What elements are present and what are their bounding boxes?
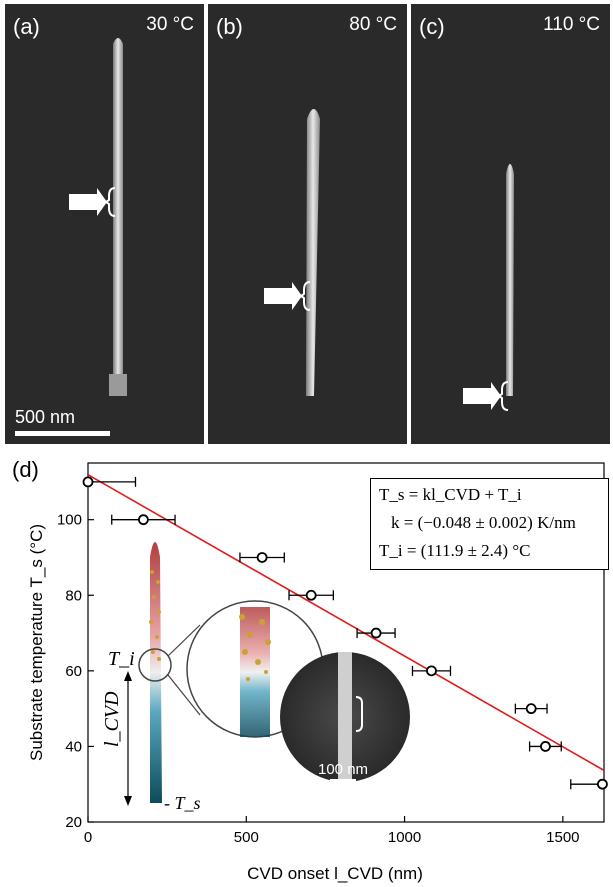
bracket-icon — [104, 187, 116, 217]
sem-panel-c: (c) 110 °C — [411, 4, 610, 444]
data-point — [256, 552, 268, 563]
data-point — [370, 627, 382, 639]
bracket-icon — [497, 381, 509, 411]
data-point — [525, 703, 537, 715]
nanowire-image-b — [264, 109, 320, 396]
fit-equation-box: T_s = kl_CVD + T_i k = (−0.048 ± 0.002) … — [370, 478, 609, 570]
scalebar-label: 500 nm — [15, 407, 76, 427]
temperature-label-a: 30 °C — [146, 14, 194, 35]
data-point — [82, 476, 94, 488]
nanowire-image-a — [69, 38, 127, 396]
temperature-label-c: 110 °C — [543, 14, 600, 35]
sem-panel-a: (a) 30 °C 500 nm — [5, 4, 204, 444]
nanowire-image-c — [463, 164, 514, 411]
ti-label: T_i — [108, 648, 135, 670]
data-point — [597, 778, 608, 790]
y-tick-label: 60 — [65, 663, 82, 680]
y-tick-label: 20 — [65, 814, 82, 831]
fit-line — [87, 474, 605, 772]
data-point — [426, 665, 437, 677]
arrow-icon — [69, 188, 107, 216]
sem-panel-b: (b) 80 °C — [208, 4, 407, 444]
data-point — [137, 514, 149, 526]
lcvd-label: l_CVD — [101, 691, 123, 747]
bracket-icon — [299, 281, 311, 311]
temperature-label-b: 80 °C — [349, 14, 397, 35]
arrow-icon — [463, 382, 501, 410]
equation-line-1: T_s = kl_CVD + T_i — [379, 485, 522, 504]
equation-line-2: k = (−0.048 ± 0.002) K/nm — [391, 513, 576, 532]
x-axis-label: CVD onset l_CVD (nm) — [247, 864, 423, 883]
panel-label-c: (c) — [419, 14, 445, 39]
arrow-icon — [264, 282, 302, 310]
y-tick-label: 40 — [65, 738, 82, 755]
panel-label-a: (a) — [13, 14, 40, 39]
temperature-onset-chart: (d) 0 500 1000 1500 20 40 60 80 100 — [12, 457, 608, 883]
x-tick-label: 1000 — [388, 829, 421, 846]
data-points — [82, 476, 608, 790]
equation-line-3: T_i = (111.9 ± 2.4) °C — [379, 541, 531, 560]
x-tick-label: 1500 — [546, 829, 579, 846]
y-tick-label: 100 — [57, 512, 82, 529]
plot-frame — [87, 462, 605, 823]
data-point — [540, 741, 551, 752]
panel-label-d: (d) — [12, 457, 39, 482]
scalebar — [15, 431, 110, 436]
nanowire-illustration: 100 nm T_i l_CVD - T_s — [101, 542, 410, 813]
panel-label-b: (b) — [216, 14, 243, 39]
x-tick-label: 500 — [234, 829, 259, 846]
inset-scalebar-label: 100 nm — [318, 761, 368, 778]
data-point — [305, 589, 317, 601]
x-tick-label: 0 — [84, 829, 92, 846]
ts-label: - T_s — [164, 793, 201, 813]
axis-ticks: 0 500 1000 1500 20 40 60 80 100 — [57, 512, 580, 846]
y-axis-label: Substrate temperature T_s (°C) — [27, 524, 46, 761]
y-tick-label: 80 — [65, 587, 82, 604]
